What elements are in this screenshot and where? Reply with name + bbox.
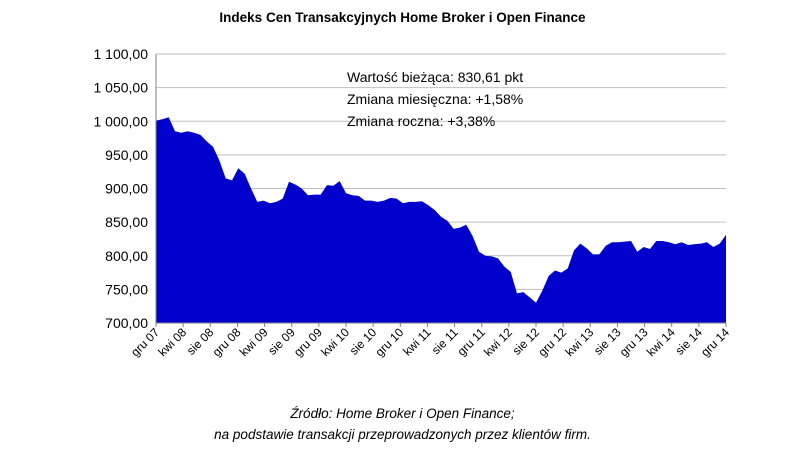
y-tick-label: 1 050,00: [94, 80, 149, 96]
x-tick-label: kwi 13: [562, 325, 596, 359]
x-tick-label: sie 14: [672, 325, 705, 358]
y-tick-label: 750,00: [105, 281, 148, 297]
x-tick-label: sie 10: [347, 325, 380, 358]
y-tick-label: 1 100,00: [94, 46, 149, 62]
x-tick-label: kwi 10: [318, 325, 352, 359]
y-tick-label: 900,00: [105, 181, 148, 197]
x-tick-label: sie 13: [591, 325, 624, 358]
x-tick-label: kwi 12: [481, 325, 515, 359]
x-tick-label: gru 14: [698, 325, 732, 359]
source-line-1: Źródło: Home Broker i Open Finance;: [290, 406, 515, 421]
source-line-2: na podstawie transakcji przeprowadzonych…: [214, 427, 591, 442]
y-tick-label: 950,00: [105, 147, 148, 163]
annotation-line: Wartość bieżąca: 830,61 pkt: [347, 69, 523, 85]
y-tick-label: 800,00: [105, 248, 148, 264]
x-tick-label: kwi 09: [237, 325, 271, 359]
annotation-line: Zmiana miesięczna: +1,58%: [347, 91, 523, 107]
annotation-line: Zmiana roczna: +3,38%: [347, 113, 495, 129]
x-tick-label: gru 08: [210, 325, 244, 359]
x-tick-label: sie 09: [265, 325, 298, 358]
chart-title: Indeks Cen Transakcyjnych Home Broker i …: [219, 10, 586, 25]
x-tick-label: gru 09: [291, 325, 325, 359]
source-note: Źródło: Home Broker i Open Finance; na p…: [0, 403, 805, 445]
y-tick-label: 700,00: [105, 315, 148, 331]
x-tick-label: sie 11: [429, 325, 461, 357]
x-tick-label: kwi 14: [644, 325, 678, 359]
x-tick-label: sie 12: [510, 325, 543, 358]
x-tick-label: kwi 08: [155, 325, 189, 359]
y-axis-tick-labels: 700,00 750,00 800,00 850,00 900,00 950,00 1 00…: [94, 46, 149, 331]
x-tick-label: gru 10: [372, 325, 406, 359]
y-tick-label: 1 000,00: [94, 113, 149, 129]
x-tick-label: kwi 11: [400, 325, 434, 359]
x-tick-label: gru 11: [455, 325, 489, 359]
y-tick-label: 850,00: [105, 214, 148, 230]
x-tick-label: sie 08: [184, 325, 217, 358]
annotation-box: Wartość bieżąca: 830,61 pkt Zmiana miesię…: [347, 69, 523, 129]
chart-area: 700,00 750,00 800,00 850,00 900,00 950,00 1 00…: [94, 46, 733, 359]
x-tick-label: gru 13: [617, 325, 651, 359]
x-tick-label: gru 12: [535, 325, 569, 359]
index-area-series: [156, 117, 726, 323]
axes: [155, 54, 727, 327]
